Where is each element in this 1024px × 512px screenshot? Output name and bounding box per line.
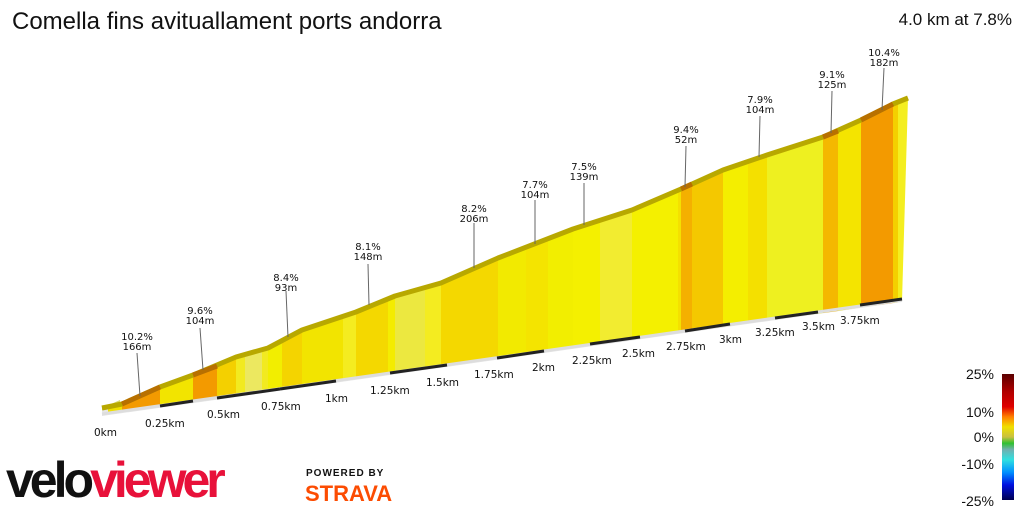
x-tick: 3.75km bbox=[840, 315, 880, 327]
annotation-gradient: 10.2% bbox=[121, 332, 153, 343]
x-tick: 2.75km bbox=[666, 341, 706, 353]
veloviewer-logo[interactable]: veloviewer bbox=[6, 452, 226, 508]
annotation-gradient: 10.4% bbox=[868, 48, 900, 59]
annotation-gradient: 8.2% bbox=[461, 204, 486, 215]
annotation-length: 139m bbox=[570, 172, 599, 183]
annotation-length: 93m bbox=[275, 283, 297, 294]
annotation-gradient: 8.4% bbox=[273, 273, 298, 284]
annotation-length: 125m bbox=[818, 80, 847, 91]
x-tick: 3km bbox=[719, 334, 742, 346]
x-tick: 1.25km bbox=[370, 385, 410, 397]
gradient-annotations: 10.2% 166m 9.6% 104m 8.4% 93m 8.1% 148m … bbox=[121, 48, 900, 397]
annotation-gradient: 9.1% bbox=[819, 70, 844, 81]
strava-logo[interactable]: STRAVA bbox=[305, 481, 393, 506]
annotation-length: 52m bbox=[675, 135, 697, 146]
x-tick-labels: 0km 0.25km 0.5km 0.75km 1km 1.25km 1.5km… bbox=[94, 315, 880, 439]
annotation-gradient: 7.7% bbox=[522, 180, 547, 191]
climb-summary: 4.0 km at 7.8% bbox=[898, 10, 1012, 29]
color-scale-bar bbox=[1002, 374, 1014, 500]
x-tick: 1.5km bbox=[426, 377, 459, 389]
annotation-gradient: 7.5% bbox=[571, 162, 596, 173]
legend-label: 10% bbox=[965, 404, 994, 420]
annotation-length: 104m bbox=[186, 316, 215, 327]
x-tick: 2km bbox=[532, 362, 555, 374]
x-tick: 0.25km bbox=[145, 418, 185, 430]
chart-title: Comella fins avituallament ports andorra bbox=[12, 8, 442, 35]
annotation-length: 182m bbox=[870, 58, 899, 69]
distance-scale bbox=[101, 297, 903, 416]
x-tick: 0.75km bbox=[261, 401, 301, 413]
profile-segments bbox=[102, 98, 908, 412]
legend-label: -10% bbox=[961, 456, 994, 472]
annotation-gradient: 7.9% bbox=[747, 95, 772, 106]
x-tick: 2.25km bbox=[572, 355, 612, 367]
annotation-gradient: 9.4% bbox=[673, 125, 698, 136]
annotation-length: 104m bbox=[521, 190, 550, 201]
logo-velo: velo bbox=[6, 452, 94, 508]
annotation-length: 206m bbox=[460, 214, 489, 225]
annotation-gradient: 9.6% bbox=[187, 306, 212, 317]
annotation-length: 166m bbox=[123, 342, 152, 353]
x-tick: 1.75km bbox=[474, 369, 514, 381]
x-tick: 0km bbox=[94, 427, 117, 439]
annotation-length: 148m bbox=[354, 252, 383, 263]
powered-by-label: POWERED BY bbox=[306, 468, 385, 479]
logo-viewer: viewer bbox=[90, 452, 226, 508]
x-tick: 1km bbox=[325, 393, 348, 405]
legend-label: 25% bbox=[965, 366, 994, 382]
gradient-color-legend: 25% 10% 0% -10% -25% bbox=[940, 366, 1024, 512]
legend-label: 0% bbox=[973, 429, 994, 445]
x-tick: 3.25km bbox=[755, 327, 795, 339]
x-tick: 2.5km bbox=[622, 348, 655, 360]
annotation-length: 104m bbox=[746, 105, 775, 116]
annotation-gradient: 8.1% bbox=[355, 242, 380, 253]
x-tick: 3.5km bbox=[802, 321, 835, 333]
x-tick: 0.5km bbox=[207, 409, 240, 421]
legend-label: -25% bbox=[961, 493, 994, 509]
